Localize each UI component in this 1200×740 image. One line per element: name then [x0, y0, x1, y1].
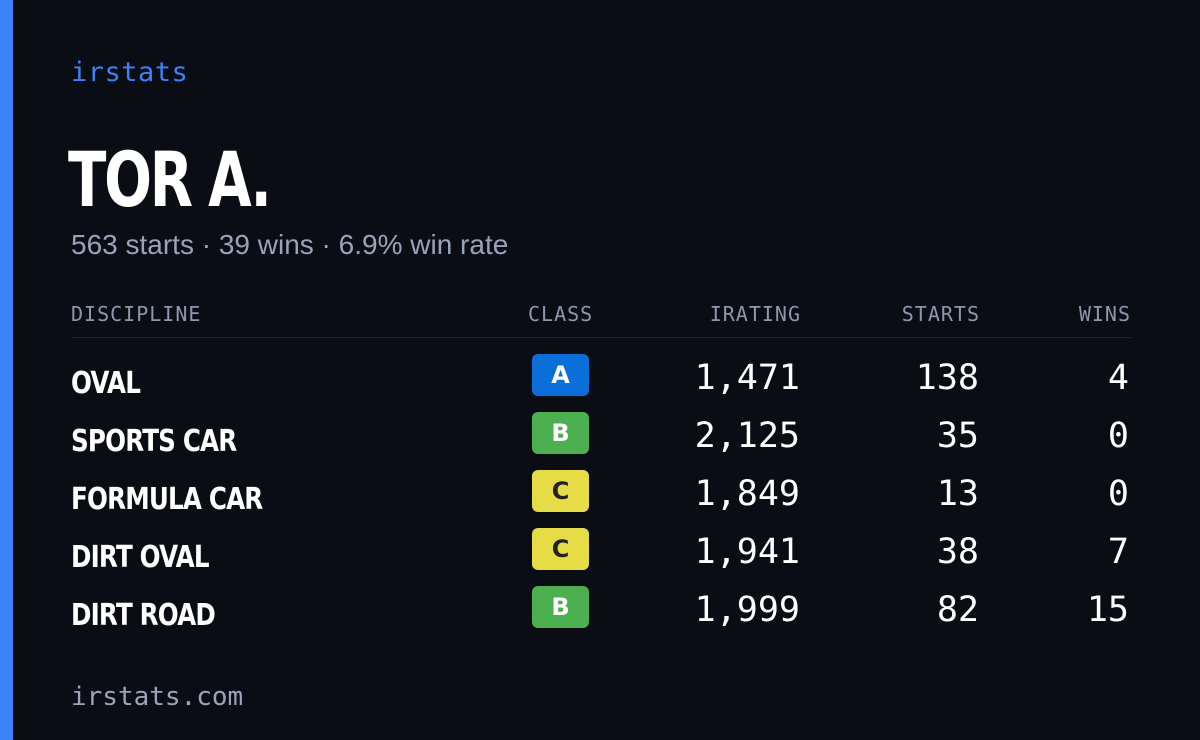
table-header: DISCIPLINE CLASS IRATING STARTS WINS — [71, 298, 1131, 330]
irating-value: 1,471 — [694, 358, 800, 398]
column-header-discipline: DISCIPLINE — [71, 302, 202, 326]
discipline-name: FORMULA CAR — [71, 482, 263, 517]
column-header-wins: WINS — [1078, 302, 1131, 326]
wins-value: 15 — [1086, 590, 1129, 630]
license-class-badge: B — [532, 586, 589, 628]
irating-value: 1,849 — [694, 474, 800, 514]
starts-value: 13 — [936, 474, 979, 514]
irating-value: 2,125 — [694, 416, 800, 456]
irating-value: 1,999 — [694, 590, 800, 630]
starts-value: 138 — [915, 358, 979, 398]
license-class-badge: B — [532, 412, 589, 454]
table-row: OVAL A 1,471 138 4 — [71, 352, 1131, 410]
starts-value: 38 — [936, 532, 979, 572]
discipline-name: OVAL — [71, 366, 141, 401]
driver-summary: 563 starts · 39 wins · 6.9% win rate — [71, 229, 509, 260]
driver-name: TOR A. — [68, 135, 272, 224]
brand-logo-text: irstats — [71, 57, 189, 88]
license-class-badge: A — [532, 354, 589, 396]
discipline-table: OVAL A 1,471 138 4 SPORTS CAR B 2,125 35… — [71, 352, 1131, 642]
wins-value: 4 — [1107, 358, 1129, 398]
table-row: FORMULA CAR C 1,849 13 0 — [71, 468, 1131, 526]
discipline-name: SPORTS CAR — [71, 424, 237, 459]
starts-value: 82 — [936, 590, 979, 630]
footer-url: irstats.com — [71, 682, 244, 712]
irating-value: 1,941 — [694, 532, 800, 572]
license-class-badge: C — [532, 528, 589, 570]
table-row: SPORTS CAR B 2,125 35 0 — [71, 410, 1131, 468]
table-row: DIRT ROAD B 1,999 82 15 — [71, 584, 1131, 642]
discipline-name: DIRT OVAL — [71, 540, 210, 575]
license-class-badge: C — [532, 470, 589, 512]
column-header-starts: STARTS — [901, 302, 980, 326]
wins-value: 7 — [1107, 532, 1129, 572]
column-header-irating: IRATING — [709, 302, 801, 326]
accent-bar — [0, 0, 13, 740]
discipline-name: DIRT ROAD — [71, 598, 216, 633]
table-row: DIRT OVAL C 1,941 38 7 — [71, 526, 1131, 584]
starts-value: 35 — [936, 416, 979, 456]
wins-value: 0 — [1107, 416, 1129, 456]
column-header-class: CLASS — [528, 302, 594, 326]
header-divider — [71, 337, 1131, 338]
wins-value: 0 — [1107, 474, 1129, 514]
